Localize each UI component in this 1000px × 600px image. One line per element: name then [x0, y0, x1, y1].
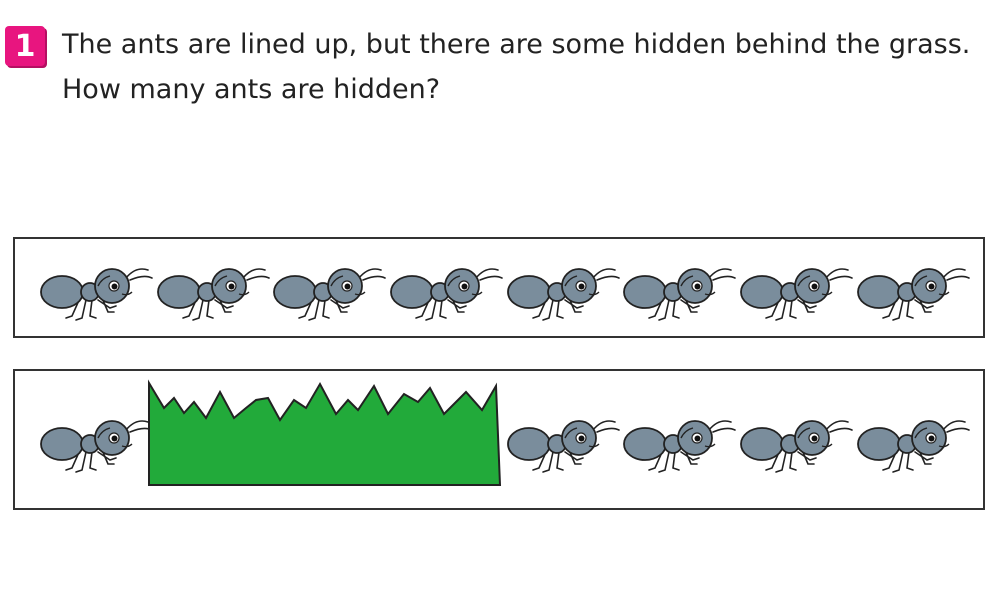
ant-icon [40, 268, 153, 321]
ant-icon [857, 268, 970, 321]
ant-icon [623, 268, 736, 321]
ant-icon [157, 268, 270, 321]
ant-icon [390, 268, 503, 321]
grass-cover [148, 379, 502, 486]
ant-icon [740, 420, 853, 473]
ant-icon [740, 268, 853, 321]
ant-icon [507, 268, 620, 321]
question-text: The ants are lined up, but there are som… [62, 29, 971, 105]
ant-icon [623, 420, 736, 473]
ant-icon [40, 420, 153, 473]
ant-icon [273, 268, 386, 321]
problem-number-badge: 1 [5, 26, 45, 66]
ant-icon [857, 420, 970, 473]
ant-icon [507, 420, 620, 473]
